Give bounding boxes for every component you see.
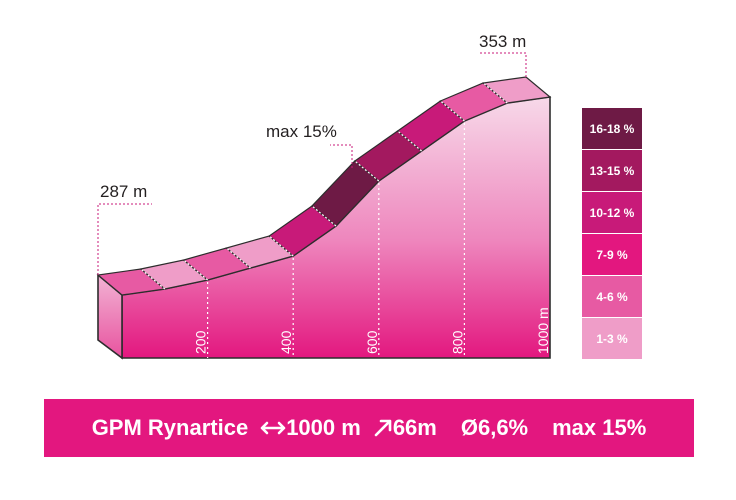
distance-label-400: 400	[278, 330, 294, 354]
climb-max-gradient: max 15%	[552, 415, 647, 440]
gradient-legend: 16-18 % 13-15 % 10-12 % 7-9 % 4-6 % 1-3 %	[582, 108, 642, 359]
distance-label-600: 600	[364, 330, 380, 354]
gradient-band	[96, 76, 552, 296]
legend-label: 13-15 %	[589, 163, 635, 178]
distance-label-1000: 1000 m	[535, 307, 551, 354]
legend-item-1: 13-15 %	[582, 149, 642, 191]
legend-item-3: 7-9 %	[582, 233, 642, 275]
climb-summary-bar: GPM Rynartice 1000 m 66m Ø6,6% max 15%	[44, 399, 694, 457]
climb-name: GPM Rynartice	[91, 415, 249, 440]
band-separator	[268, 235, 294, 257]
band-separator	[226, 247, 251, 269]
band-separator	[482, 82, 508, 104]
max-gradient-leader	[330, 144, 353, 168]
left-right-arrow-icon	[260, 421, 286, 435]
legend-label: 16-18 %	[589, 121, 635, 136]
legend-item-2: 10-12 %	[582, 191, 642, 233]
end-elevation-leader	[478, 52, 527, 77]
elevation-annotations: 287 m max 15% 353 m	[97, 32, 527, 275]
band-separator	[140, 268, 166, 290]
start-elevation-leader	[97, 203, 152, 275]
legend-item-5: 1-3 %	[582, 317, 642, 359]
band-separator	[183, 259, 208, 281]
climb-distance: 1000 m	[286, 415, 361, 440]
band-separator	[354, 160, 380, 182]
climb-average-gradient: Ø6,6%	[460, 415, 529, 440]
diagonal-up-arrow-icon	[374, 419, 392, 437]
legend-item-4: 4-6 %	[582, 275, 642, 317]
legend-label: 1-3 %	[596, 331, 628, 346]
legend-label: 10-12 %	[589, 205, 635, 220]
legend-item-0: 16-18 %	[582, 108, 642, 149]
end-elevation-label: 353 m	[479, 32, 526, 51]
distance-label-200: 200	[193, 330, 209, 354]
climb-elevation-gain: 66m	[392, 415, 437, 440]
distance-gridlines	[207, 123, 465, 358]
distance-label-800: 800	[449, 330, 465, 354]
band-separator	[397, 130, 422, 152]
elevation-profile-chart: 200 400 600 800 1000 m 287 m max 15% 353 m	[96, 32, 552, 360]
distance-labels: 200 400 600 800 1000 m	[193, 307, 551, 354]
band-separator	[311, 205, 337, 227]
legend-label: 4-6 %	[596, 289, 628, 304]
max-gradient-label: max 15%	[266, 122, 337, 141]
legend-label: 7-9 %	[596, 247, 628, 262]
band-separator	[440, 100, 465, 122]
start-elevation-label: 287 m	[100, 182, 147, 201]
